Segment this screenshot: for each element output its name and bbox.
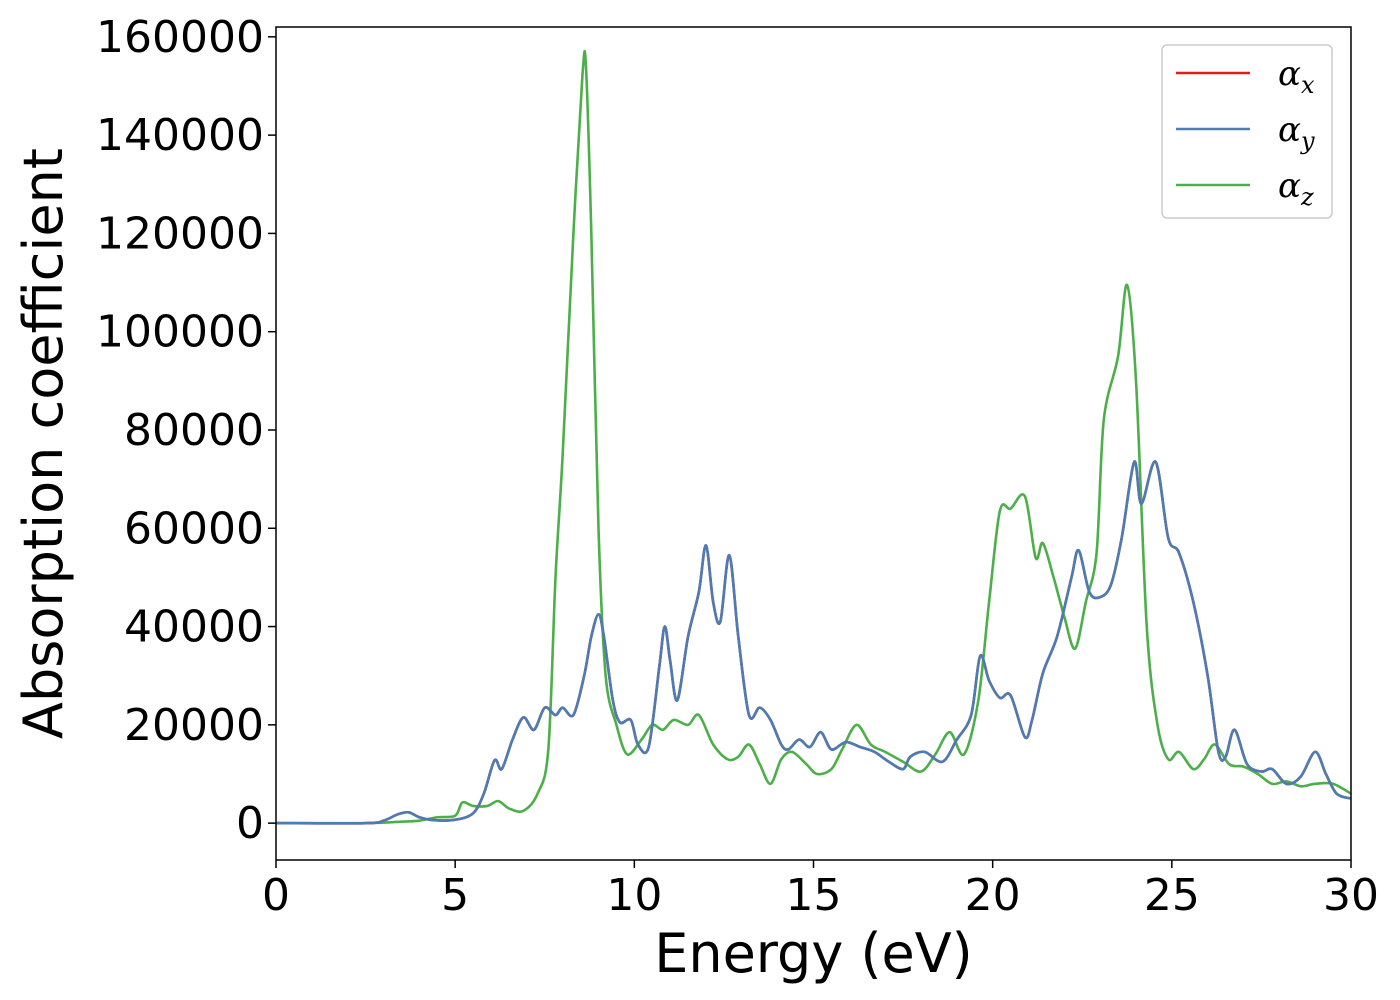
series-line-z	[276, 50, 1351, 825]
x-tick-label: 0	[262, 870, 290, 921]
y-tick-label: 60000	[124, 503, 264, 554]
x-tick-label: 10	[606, 870, 662, 921]
x-tick-label: 20	[965, 870, 1021, 921]
y-tick-label: 160000	[96, 12, 264, 63]
y-tick-label: 100000	[96, 307, 264, 358]
series-layer	[276, 50, 1351, 825]
x-tick-label: 15	[786, 870, 842, 921]
legend-label-x: αx	[1278, 54, 1315, 99]
legend-box	[1161, 44, 1333, 219]
y-axis: 0 20000 40000 60000 80000 100000 120000 140000 1…	[96, 12, 276, 849]
x-axis: 0 5 10 15 20 25 30	[262, 860, 1379, 921]
y-tick-label: 140000	[96, 110, 264, 161]
x-tick-label: 30	[1323, 870, 1379, 921]
legend-label-z: αz	[1278, 166, 1314, 211]
x-tick-label: 25	[1144, 870, 1200, 921]
x-axis-title: Energy (eV)	[654, 922, 973, 985]
y-tick-label: 40000	[124, 602, 264, 653]
y-tick-label: 80000	[124, 405, 264, 456]
x-tick-label: 5	[441, 870, 469, 921]
legend: αx αy αz	[1161, 44, 1333, 219]
y-axis-title: Absorption coefficient	[12, 148, 75, 739]
y-tick-label: 0	[236, 798, 264, 849]
y-tick-label: 20000	[124, 700, 264, 751]
legend-label-y: αy	[1278, 110, 1315, 155]
y-tick-label: 120000	[96, 208, 264, 259]
series-line-y	[276, 460, 1351, 825]
